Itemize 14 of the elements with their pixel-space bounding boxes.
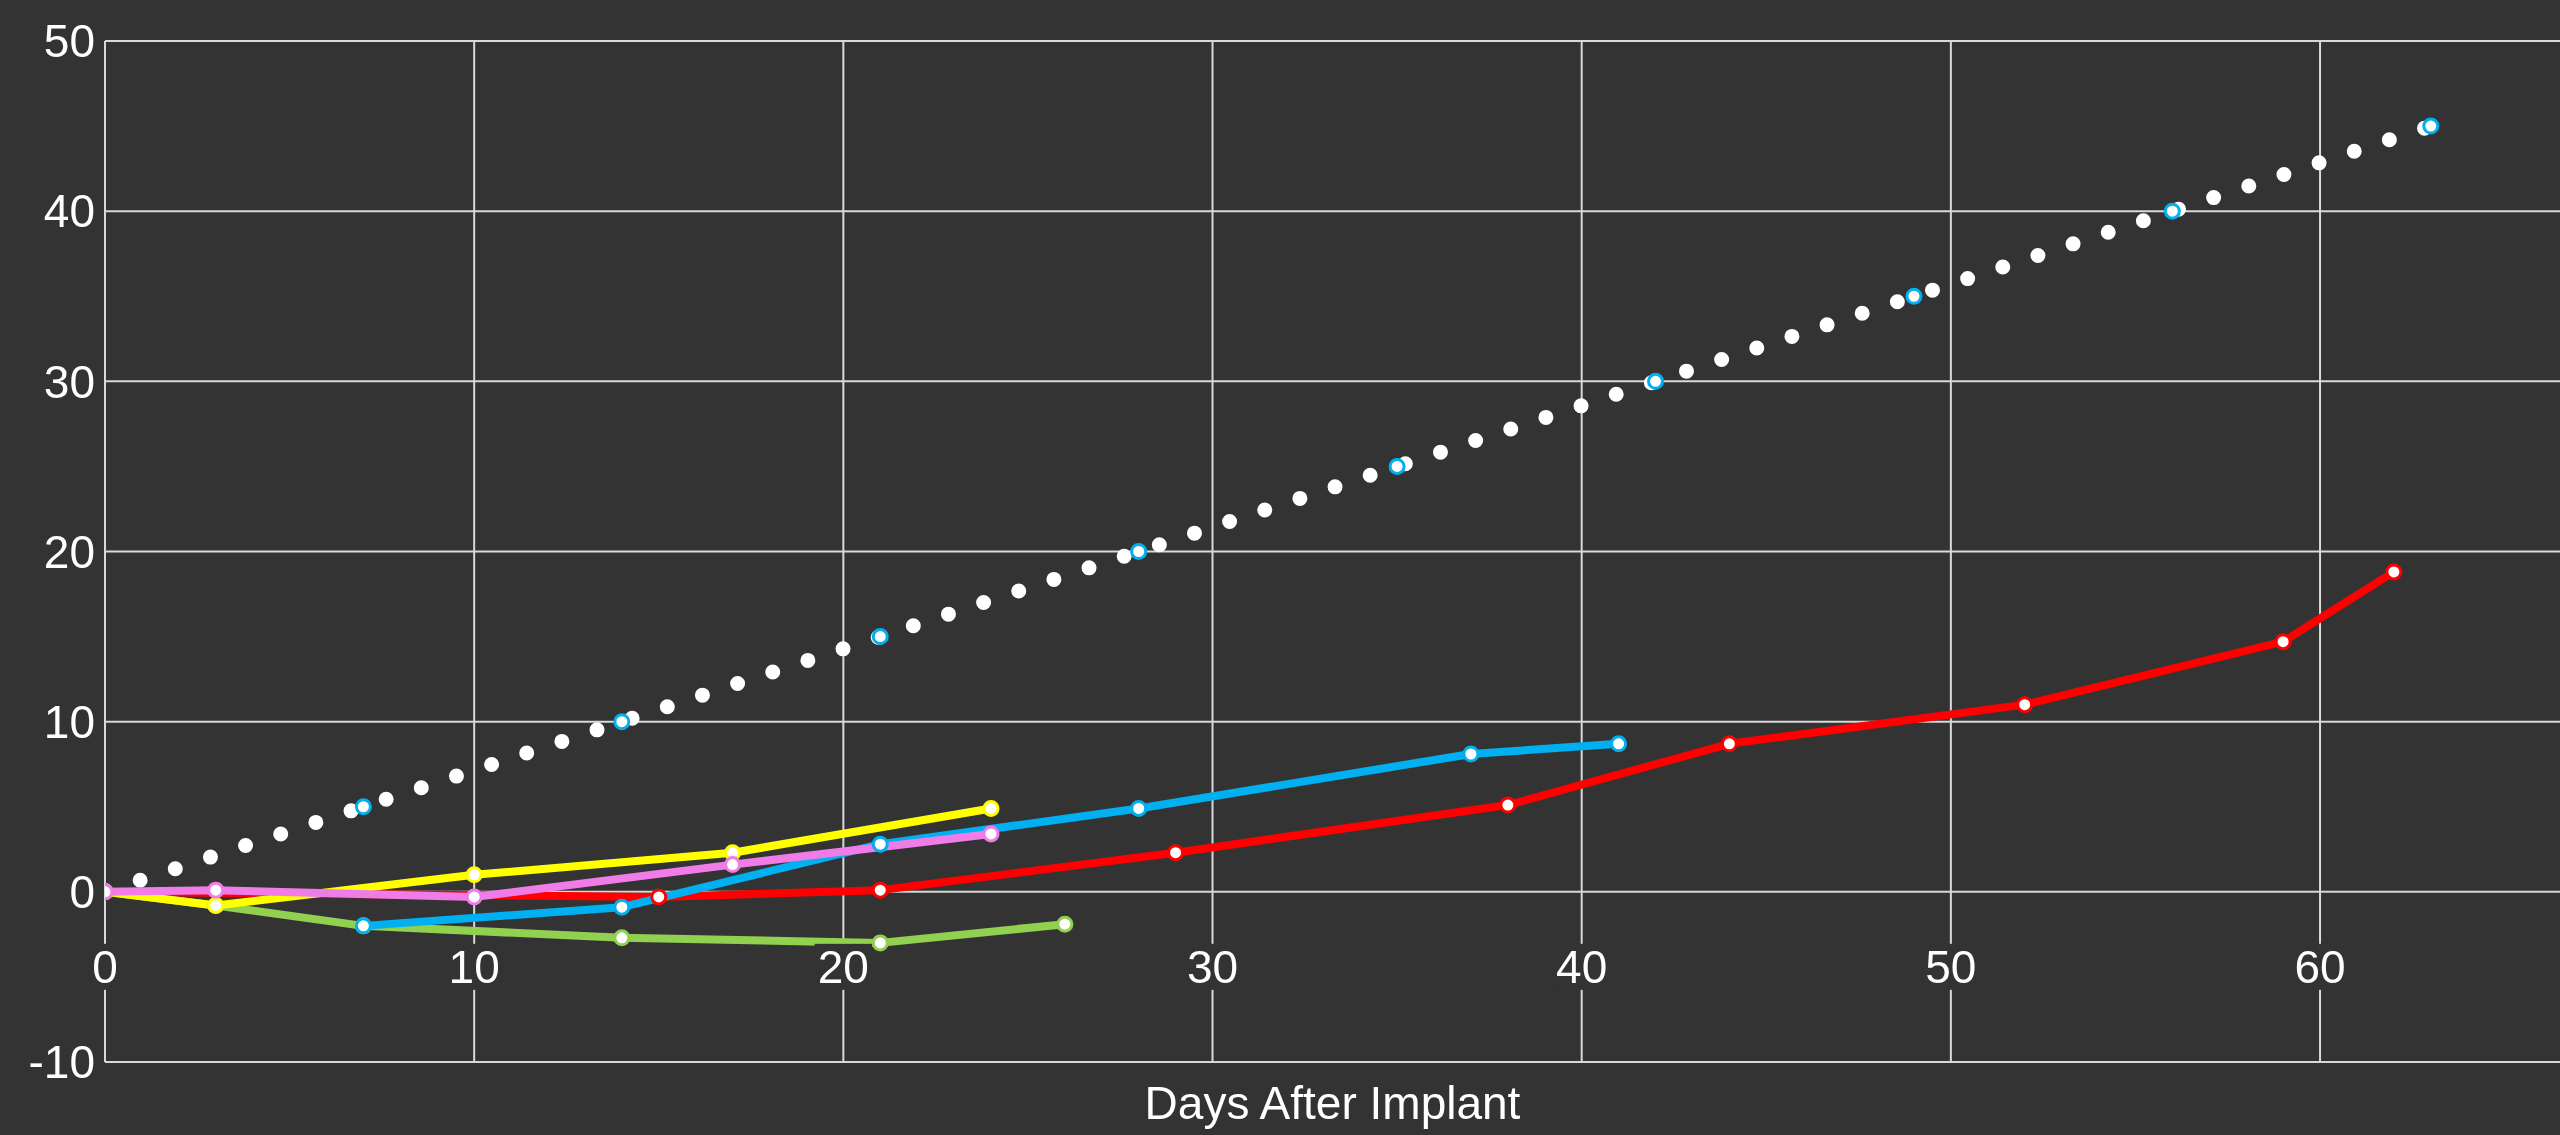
x-axis-title: Days After Implant [1144, 1077, 1521, 1129]
x-tick-label: 40 [1556, 940, 1608, 993]
x-tick-label: 20 [817, 940, 869, 993]
x-tick-label: 50 [1925, 940, 1977, 993]
y-tick-label: 40 [43, 185, 95, 238]
y-tick-label: 30 [43, 355, 95, 408]
y-tick-label: -10 [28, 1036, 95, 1089]
y-tick-label: 50 [43, 15, 95, 68]
x-tick-label: 10 [448, 940, 500, 993]
y-tick-label: 10 [43, 696, 95, 748]
y-tick-label: 20 [43, 525, 95, 578]
x-tick-label: 30 [1186, 940, 1239, 993]
y-tick-label: 0 [69, 866, 95, 919]
x-tick-label: 60 [2294, 940, 2346, 993]
